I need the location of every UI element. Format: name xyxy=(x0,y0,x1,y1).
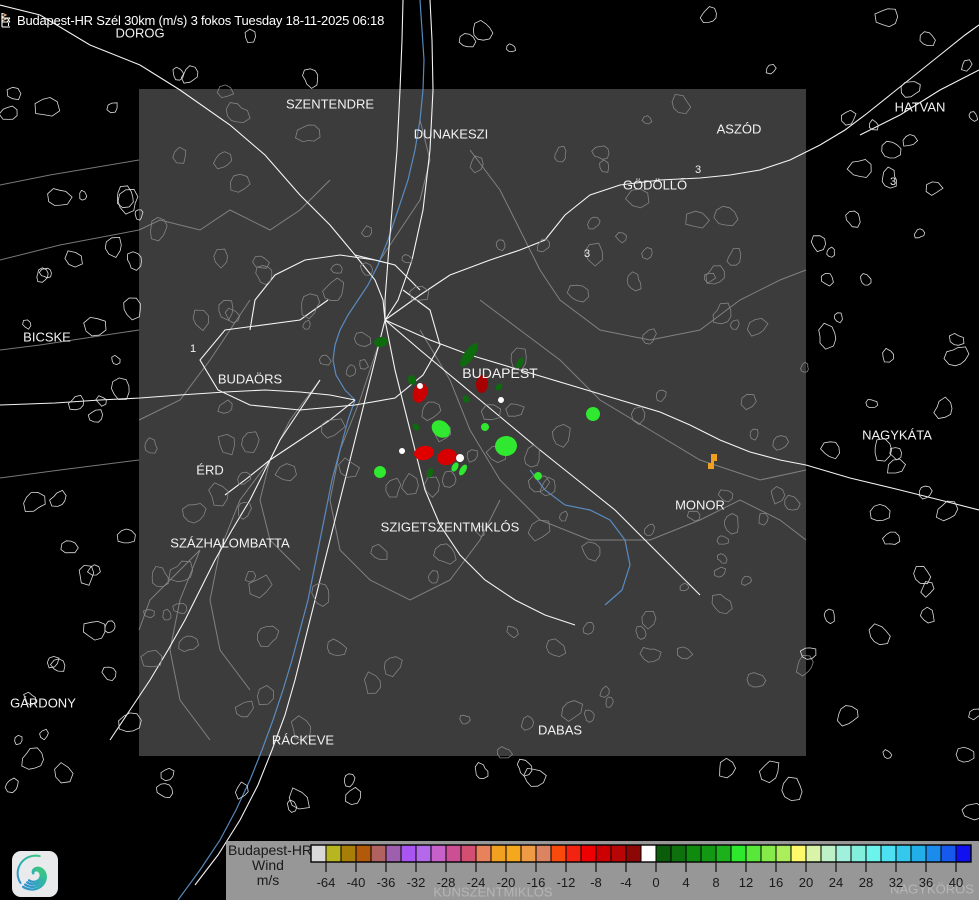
svg-text:28: 28 xyxy=(859,875,873,890)
svg-text:0: 0 xyxy=(652,875,659,890)
svg-text:-32: -32 xyxy=(407,875,426,890)
svg-text:-12: -12 xyxy=(557,875,576,890)
svg-text:40: 40 xyxy=(949,875,963,890)
svg-text:-8: -8 xyxy=(590,875,602,890)
svg-text:-24: -24 xyxy=(467,875,486,890)
svg-text:24: 24 xyxy=(829,875,843,890)
svg-text:-64: -64 xyxy=(317,875,336,890)
svg-text:-40: -40 xyxy=(347,875,366,890)
svg-text:36: 36 xyxy=(919,875,933,890)
svg-text:4: 4 xyxy=(682,875,689,890)
svg-text:16: 16 xyxy=(769,875,783,890)
svg-text:12: 12 xyxy=(739,875,753,890)
svg-text:-4: -4 xyxy=(620,875,632,890)
svg-text:-36: -36 xyxy=(377,875,396,890)
svg-text:-16: -16 xyxy=(527,875,546,890)
svg-text:20: 20 xyxy=(799,875,813,890)
svg-text:32: 32 xyxy=(889,875,903,890)
svg-text:-28: -28 xyxy=(437,875,456,890)
svg-text:-20: -20 xyxy=(497,875,516,890)
svg-text:8: 8 xyxy=(712,875,719,890)
